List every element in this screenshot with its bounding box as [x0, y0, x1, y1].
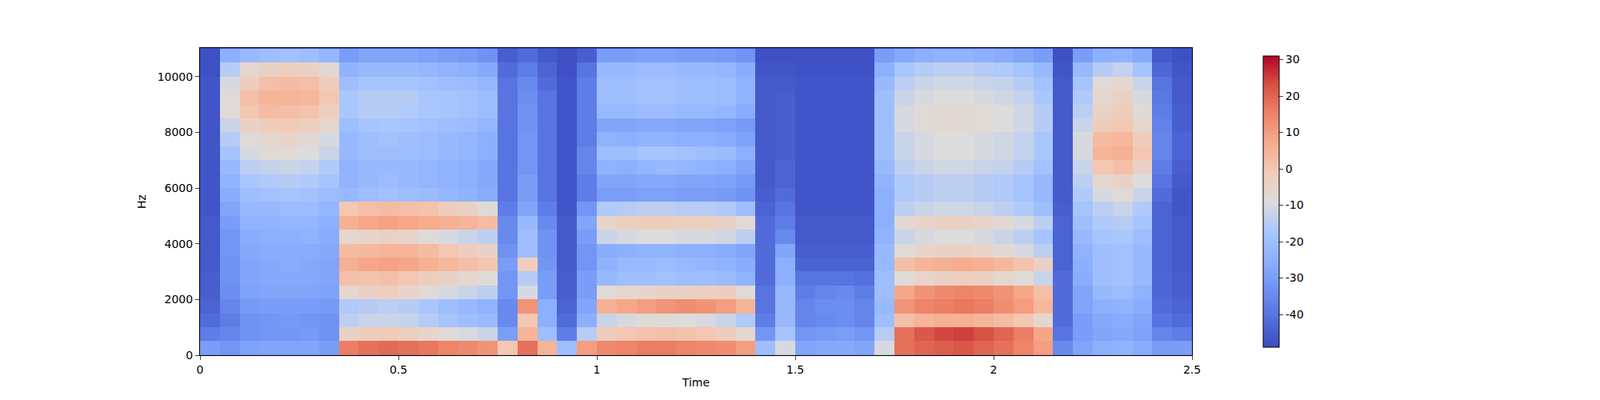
svg-text:2000: 2000	[164, 292, 194, 306]
svg-text:30: 30	[1285, 52, 1300, 66]
svg-text:20: 20	[1285, 89, 1300, 103]
svg-text:1.5: 1.5	[786, 363, 804, 376]
svg-text:8000: 8000	[164, 125, 194, 139]
svg-text:10: 10	[1285, 125, 1300, 139]
svg-text:-20: -20	[1285, 235, 1304, 248]
svg-text:0: 0	[185, 348, 193, 362]
svg-text:2: 2	[990, 363, 998, 376]
svg-text:-40: -40	[1285, 308, 1304, 321]
svg-text:-10: -10	[1285, 198, 1304, 212]
svg-text:6000: 6000	[164, 181, 194, 195]
svg-text:10000: 10000	[157, 70, 194, 84]
svg-text:-30: -30	[1285, 271, 1304, 284]
svg-text:Time: Time	[681, 376, 710, 389]
svg-text:0: 0	[196, 363, 204, 376]
svg-text:0: 0	[1285, 162, 1293, 176]
svg-text:Hz: Hz	[135, 194, 148, 209]
svg-text:2.5: 2.5	[1183, 363, 1201, 376]
svg-text:1: 1	[593, 363, 601, 376]
svg-text:4000: 4000	[164, 237, 194, 251]
svg-text:0.5: 0.5	[389, 363, 408, 376]
